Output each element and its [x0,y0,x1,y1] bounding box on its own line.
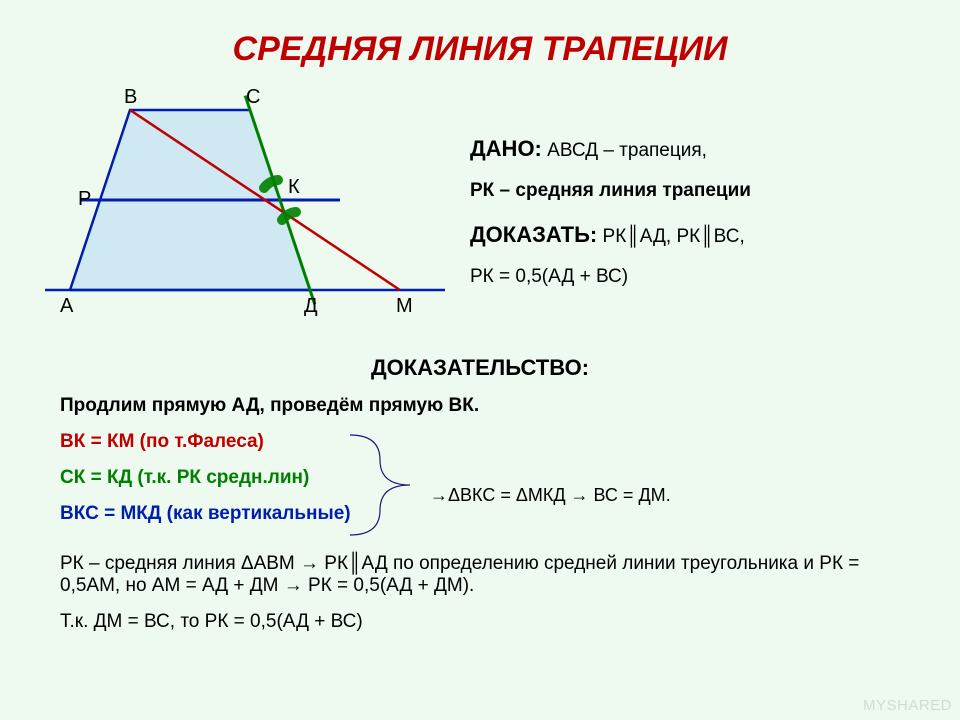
prove-line1: ДОКАЗАТЬ: РК║АД, РК║ВС, [470,216,930,253]
proof-line-5: Т.к. ДМ = ВС, то РК = 0,5(АД + ВС) [60,611,920,633]
given-l1a: АВСД – трапеция, [542,140,707,161]
prove-text: РК║АД, РК║ВС, [597,226,744,247]
given-line2: РК – средняя линия трапеции [470,175,930,207]
prove-line2: РК = 0,5(АД + ВС) [470,261,930,293]
proof-heading: ДОКАЗАТЕЛЬСТВО: [0,355,960,381]
label-M: М [396,295,413,318]
proof-body: Продлим прямую АД, проведём прямую ВК. В… [60,395,920,647]
brace-icon [340,430,420,540]
label-K: К [288,176,300,199]
proof-line-1: ВК = КМ (по т.Фалеса) [60,431,920,453]
label-C: С [246,86,260,109]
label-D: Д [304,295,318,318]
prove-l2: РК = 0,5(АД + ВС) [470,266,628,287]
implication-text: →ΔВКС = ΔМКД → ВС = ДМ. [430,485,671,506]
proof-text-3: ВКС = МКД (как вертикальные) [60,503,351,524]
prove-heading: ДОКАЗАТЬ: [470,222,597,247]
proof-text-5: Т.к. ДМ = ВС, то РК = 0,5(АД + ВС) [60,611,363,632]
given-line1: ДАНО: АВСД – трапеция, [470,130,930,167]
proof-text-0: Продлим прямую АД, проведём прямую ВК. [60,395,479,416]
proof-line-4: РК – средняя линия ΔАВМ → РК║АД по опред… [60,553,920,597]
proof-text-2: СК = КД (т.к. РК средн.лин) [60,467,309,488]
proof-line-3: ВКС = МКД (как вертикальные) [60,503,920,525]
proof-text-4: РК – средняя линия ΔАВМ → РК║АД по опред… [60,553,859,596]
label-P: Р [78,188,91,211]
given-l2: РК – средняя линия трапеции [470,180,751,201]
page-title: СРЕДНЯЯ ЛИНИЯ ТРАПЕЦИИ [0,30,960,69]
diagram-svg [40,90,460,320]
trapezoid-diagram: А В С Д Р К М [40,90,460,320]
given-block: ДАНО: АВСД – трапеция, РК – средняя лини… [470,130,930,301]
given-heading: ДАНО: [470,136,542,161]
watermark: MYSHARED [863,697,952,714]
proof-line-0: Продлим прямую АД, проведём прямую ВК. [60,395,920,417]
label-A: А [60,295,73,318]
label-B: В [124,86,137,109]
proof-text-1: ВК = КМ (по т.Фалеса) [60,431,264,452]
